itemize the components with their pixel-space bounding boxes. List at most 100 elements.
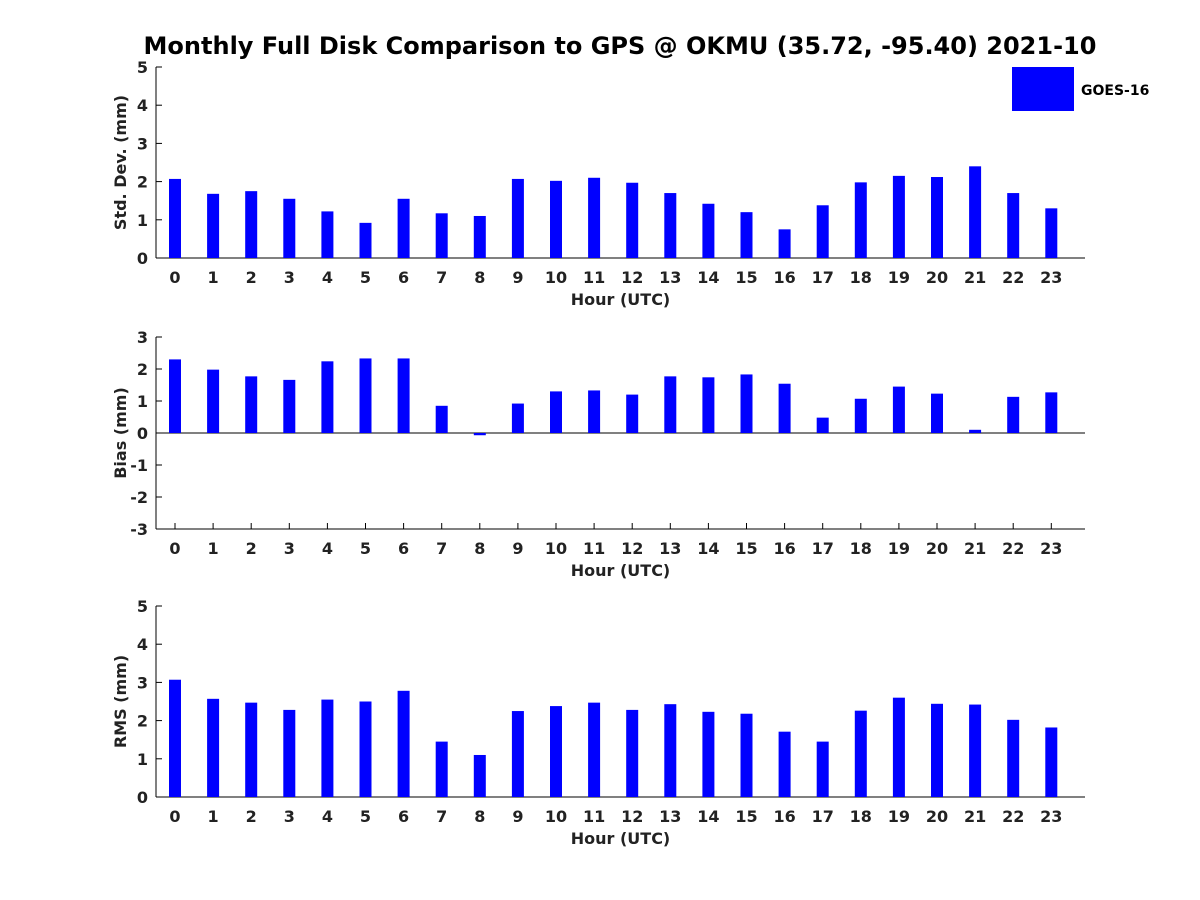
x-tick-label: 7 <box>436 268 447 287</box>
y-tick-label: 5 <box>137 58 148 77</box>
bar-hour-1 <box>207 369 220 433</box>
x-tick-label: 1 <box>208 807 219 826</box>
bar-hour-2 <box>245 191 258 258</box>
bar-hour-22 <box>1007 719 1020 797</box>
x-tick-label: 2 <box>246 539 257 558</box>
x-tick-label: 5 <box>360 807 371 826</box>
x-tick-label: 22 <box>1002 539 1024 558</box>
y-tick-label: 2 <box>137 360 148 379</box>
bar-hour-5 <box>359 358 372 433</box>
x-tick-label: 14 <box>697 539 719 558</box>
bar-hour-7 <box>435 741 448 797</box>
y-tick-label: -1 <box>130 456 148 475</box>
y-tick-label: 5 <box>137 597 148 616</box>
bar-hour-19 <box>892 175 905 258</box>
x-tick-label: 17 <box>812 268 834 287</box>
bar-hour-16 <box>778 383 791 433</box>
bar-hour-10 <box>550 180 562 258</box>
y-tick-label: 0 <box>137 788 148 807</box>
bar-hour-9 <box>511 403 524 433</box>
y-tick-label: 3 <box>137 328 148 347</box>
bar-hour-1 <box>207 193 220 258</box>
x-axis-label: Hour (UTC) <box>571 561 671 580</box>
bar-hour-14 <box>702 711 715 797</box>
bar-hour-21 <box>969 429 982 433</box>
x-tick-label: 7 <box>436 539 447 558</box>
bar-hour-10 <box>550 391 562 433</box>
x-tick-label: 13 <box>659 539 681 558</box>
x-tick-label: 21 <box>964 807 986 826</box>
y-tick-label: 1 <box>137 392 148 411</box>
x-tick-label: 1 <box>208 539 219 558</box>
bar-hour-16 <box>778 229 791 258</box>
x-tick-label: 10 <box>545 807 567 826</box>
x-tick-label: 15 <box>735 268 757 287</box>
x-tick-label: 11 <box>583 268 605 287</box>
y-tick-label: 3 <box>137 673 148 692</box>
x-tick-label: 0 <box>169 268 180 287</box>
bar-hour-8 <box>473 215 486 258</box>
bar-hour-18 <box>854 182 867 258</box>
x-tick-label: 12 <box>621 539 643 558</box>
bar-hour-12 <box>626 709 639 797</box>
y-tick-label: 0 <box>137 249 148 268</box>
bar-hour-6 <box>397 690 410 797</box>
bar-hour-18 <box>854 398 867 433</box>
x-tick-label: 15 <box>735 807 757 826</box>
x-tick-label: 11 <box>583 539 605 558</box>
bar-hour-17 <box>816 741 829 797</box>
bar-hour-2 <box>245 376 258 433</box>
x-tick-label: 16 <box>773 268 795 287</box>
x-tick-label: 8 <box>474 268 485 287</box>
x-axis-label: Hour (UTC) <box>571 829 671 848</box>
x-tick-label: 4 <box>322 539 333 558</box>
x-tick-label: 5 <box>360 268 371 287</box>
bar-hour-21 <box>969 166 982 258</box>
x-tick-label: 17 <box>812 807 834 826</box>
bar-hour-7 <box>435 405 448 433</box>
y-tick-label: 2 <box>137 173 148 192</box>
x-tick-label: 5 <box>360 539 371 558</box>
bar-hour-14 <box>702 377 715 433</box>
bar-hour-10 <box>550 706 562 797</box>
bar-hour-20 <box>931 703 943 797</box>
x-tick-label: 11 <box>583 807 605 826</box>
y-tick-label: 4 <box>137 96 148 115</box>
y-tick-label: -2 <box>130 488 148 507</box>
x-tick-label: 6 <box>398 268 409 287</box>
x-tick-label: 2 <box>246 268 257 287</box>
y-tick-label: 1 <box>137 211 148 230</box>
bar-hour-23 <box>1045 727 1058 797</box>
x-tick-label: 6 <box>398 807 409 826</box>
x-tick-label: 22 <box>1002 268 1024 287</box>
y-tick-label: 4 <box>137 635 148 654</box>
x-tick-label: 9 <box>512 539 523 558</box>
x-tick-label: 18 <box>850 807 872 826</box>
y-axis-label: RMS (mm) <box>111 655 130 748</box>
bar-hour-3 <box>283 379 296 433</box>
x-tick-label: 17 <box>812 539 834 558</box>
bar-hour-17 <box>816 205 829 258</box>
bar-hour-19 <box>892 697 905 797</box>
y-tick-label: -3 <box>130 520 148 539</box>
x-axis-label: Hour (UTC) <box>571 290 671 309</box>
x-tick-label: 15 <box>735 539 757 558</box>
x-tick-label: 0 <box>169 539 180 558</box>
bar-hour-6 <box>397 358 410 433</box>
x-tick-label: 19 <box>888 807 910 826</box>
bar-hour-22 <box>1007 396 1020 433</box>
bar-hour-0 <box>169 679 181 797</box>
x-tick-label: 14 <box>697 268 719 287</box>
x-tick-label: 19 <box>888 268 910 287</box>
bar-hour-8 <box>473 754 486 797</box>
bar-hour-23 <box>1045 392 1058 433</box>
bar-hour-15 <box>740 212 753 258</box>
x-tick-label: 13 <box>659 807 681 826</box>
bar-hour-11 <box>588 702 601 797</box>
bar-hour-1 <box>207 698 220 797</box>
x-tick-label: 18 <box>850 539 872 558</box>
legend-swatch <box>1012 67 1074 111</box>
